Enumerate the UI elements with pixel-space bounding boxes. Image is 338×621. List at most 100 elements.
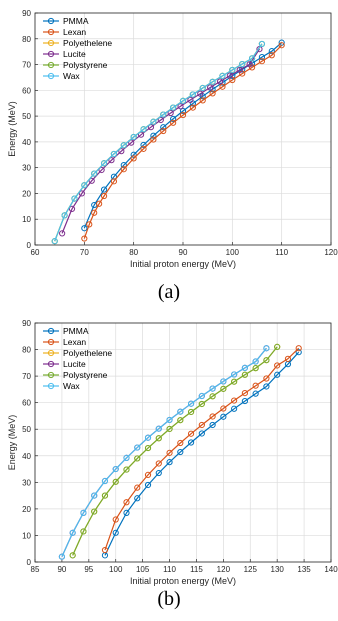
data-point-lucite (68, 205, 76, 213)
data-point-pmma (177, 448, 184, 456)
x-tick-label: 60 (31, 248, 40, 257)
data-point-lexan (295, 345, 302, 352)
data-point-pmma (220, 413, 227, 420)
data-point-wax (220, 378, 227, 385)
chart-panel-b: 85 90 95 100 105 110 115 120 125 130 135 140 0 10 20 30… (0, 312, 338, 621)
data-point-polystyrene (80, 528, 87, 535)
y-axis-label: Energy (MeV) (7, 415, 17, 471)
legend-marker-wax (47, 382, 55, 390)
series-line-lexan (104, 347, 300, 551)
data-point-pmma (252, 390, 259, 397)
legend-marker-polyethelene (47, 39, 55, 47)
data-point-pmma (198, 430, 205, 437)
legend-label-wax: Wax (63, 71, 80, 81)
data-point-pmma (144, 481, 152, 489)
legend-marker-pmma (47, 17, 55, 25)
data-point-lexan (189, 104, 196, 111)
y-tick-label: 60 (22, 399, 31, 408)
legend-marker-lucite (47, 50, 55, 58)
y-tick-label: 20 (22, 505, 31, 514)
data-point-polystyrene (166, 425, 173, 433)
data-point-pmma (120, 161, 127, 169)
data-point-wax (123, 454, 130, 462)
x-axis-label: Initial proton energy (MeV) (130, 576, 236, 586)
data-point-pmma (263, 383, 270, 390)
data-point-wax (189, 91, 196, 98)
panel-label-b: (b) (157, 588, 181, 610)
data-point-wax (166, 416, 173, 424)
data-point-wax (110, 150, 118, 158)
y-tick-label: 70 (22, 372, 31, 381)
data-point-polystyrene (252, 365, 259, 372)
data-point-lexan (258, 58, 266, 65)
data-point-polystyrene (187, 408, 195, 416)
series-line-pmma (104, 351, 300, 556)
chart-a-svg: 60 70 80 90 100 110 120 0 10 20 30 40 50 60 70 80 90 Init… (7, 9, 338, 269)
data-point-pmma (134, 495, 141, 502)
data-point-polystyrene (144, 444, 152, 452)
data-point-pmma (166, 459, 173, 466)
data-point-wax (160, 111, 167, 118)
data-point-lexan (220, 405, 227, 412)
data-point-pmma (91, 201, 98, 209)
y-tick-label: 30 (22, 164, 31, 173)
y-tick-label: 20 (22, 189, 31, 198)
data-point-pmma (81, 225, 88, 232)
data-point-wax (209, 385, 216, 392)
y-tick-label: 0 (27, 241, 32, 250)
chart-panel-a: 60 70 80 90 100 110 120 0 10 20 30 40 50 60 70 80 90 Init… (7, 9, 338, 303)
data-point-lexan (199, 97, 206, 104)
data-point-wax (101, 477, 109, 485)
data-point-pmma (150, 132, 157, 139)
x-tick-label: 115 (190, 565, 203, 574)
data-point-lexan (263, 375, 270, 382)
y-tick-label: 90 (22, 319, 31, 328)
data-point-wax (252, 358, 259, 365)
data-point-lexan (155, 460, 162, 467)
series-line-wax (54, 43, 263, 242)
x-tick-label: 110 (275, 248, 288, 257)
legend-marker-polyethelene (47, 349, 55, 357)
data-point-lucite (98, 166, 105, 174)
data-point-lucite (207, 84, 214, 91)
data-point-pmma (170, 115, 177, 123)
data-point-wax (61, 212, 68, 219)
data-point-lexan (144, 471, 152, 478)
data-point-polystyrene (69, 552, 76, 559)
x-tick-label: 130 (271, 565, 285, 574)
data-point-lexan (91, 209, 98, 216)
data-point-polystyrene (231, 378, 238, 385)
legend-label-lucite: Lucite (63, 49, 86, 59)
x-tick-label: 100 (109, 565, 123, 574)
data-point-polystyrene (220, 385, 227, 392)
data-point-lexan (123, 499, 130, 506)
data-point-wax (112, 465, 119, 473)
data-point-polystyrene (263, 357, 270, 364)
x-tick-label: 95 (84, 565, 93, 574)
y-tick-label: 40 (22, 452, 31, 461)
legend-label-lexan: Lexan (63, 337, 86, 347)
data-point-pmma (112, 529, 119, 536)
data-point-wax (134, 444, 141, 451)
data-point-wax (187, 400, 195, 407)
data-point-wax (239, 60, 246, 68)
x-tick-label: 80 (129, 248, 138, 257)
x-tick-label: 140 (324, 565, 338, 574)
data-point-lucite (177, 103, 184, 110)
y-tick-label: 70 (22, 61, 31, 70)
data-point-lexan (274, 362, 281, 369)
x-tick-label: 110 (163, 565, 176, 574)
data-point-polystyrene (274, 343, 281, 351)
data-point-pmma (268, 48, 275, 55)
data-point-wax (71, 195, 78, 202)
data-point-lexan (241, 390, 248, 397)
legend-label-wax: Wax (63, 381, 80, 391)
data-point-wax (199, 84, 206, 92)
data-point-polystyrene (155, 435, 162, 442)
data-point-lucite (147, 124, 155, 131)
data-point-lexan (219, 83, 226, 90)
data-point-lucite (216, 78, 224, 85)
x-tick-label: 105 (136, 565, 150, 574)
data-point-pmma (258, 53, 266, 61)
y-tick-label: 80 (22, 35, 31, 44)
